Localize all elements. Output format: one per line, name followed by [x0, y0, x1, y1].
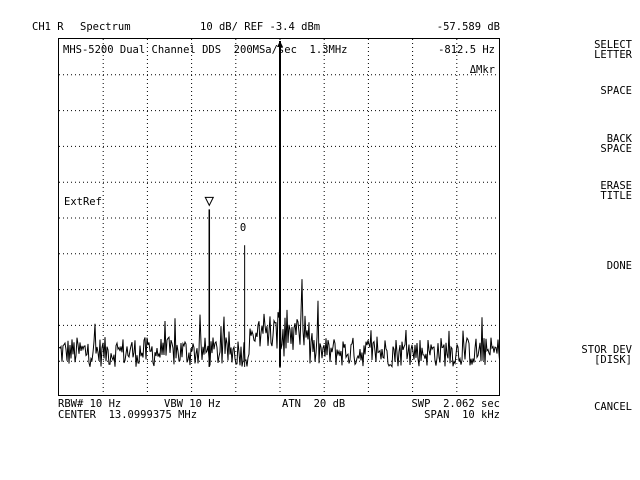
marker-offset-readout: -812.5 Hz	[438, 44, 495, 56]
center-freq-label: CENTER 13.0999375 MHz	[58, 409, 198, 421]
vbw-label: VBW 10 Hz	[164, 398, 221, 410]
done-button[interactable]: DONE	[606, 260, 632, 272]
delta-marker-label: ΔMkr	[469, 64, 495, 76]
atn-label: ATN 20 dB	[282, 398, 346, 410]
spectrum-plot[interactable]: MHS-5200 Dual Channel DDS 200MSa/sec 1.3…	[58, 38, 500, 396]
main-marker-arrow	[277, 41, 283, 47]
channel-label: CH1 R	[32, 21, 64, 33]
marker-number-label: 0	[239, 222, 247, 234]
extref-label: ExtRef	[64, 196, 102, 208]
select-letter-button[interactable]: SELECT LETTER	[594, 39, 632, 61]
reference-marker-triangle	[204, 196, 215, 207]
back-space-button[interactable]: BACK SPACE	[600, 133, 632, 155]
marker-readout: -57.589 dB	[436, 21, 500, 33]
mode-label: Spectrum	[80, 21, 131, 33]
swp-label: SWP 2.062 sec	[411, 398, 500, 410]
rbw-label: RBW# 10 Hz	[58, 398, 122, 410]
stor-dev-button[interactable]: STOR DEV [DISK]	[581, 344, 632, 366]
plot-title: MHS-5200 Dual Channel DDS 200MSa/sec 1.3…	[63, 44, 348, 56]
erase-title-button[interactable]: ERASE TITLE	[600, 180, 632, 202]
scale-ref-label: 10 dB/ REF -3.4 dBm	[200, 21, 321, 33]
cancel-button[interactable]: CANCEL	[594, 401, 632, 413]
space-button[interactable]: SPACE	[600, 85, 632, 97]
span-label: SPAN 10 kHz	[424, 409, 500, 421]
spectrum-graph	[59, 39, 499, 395]
